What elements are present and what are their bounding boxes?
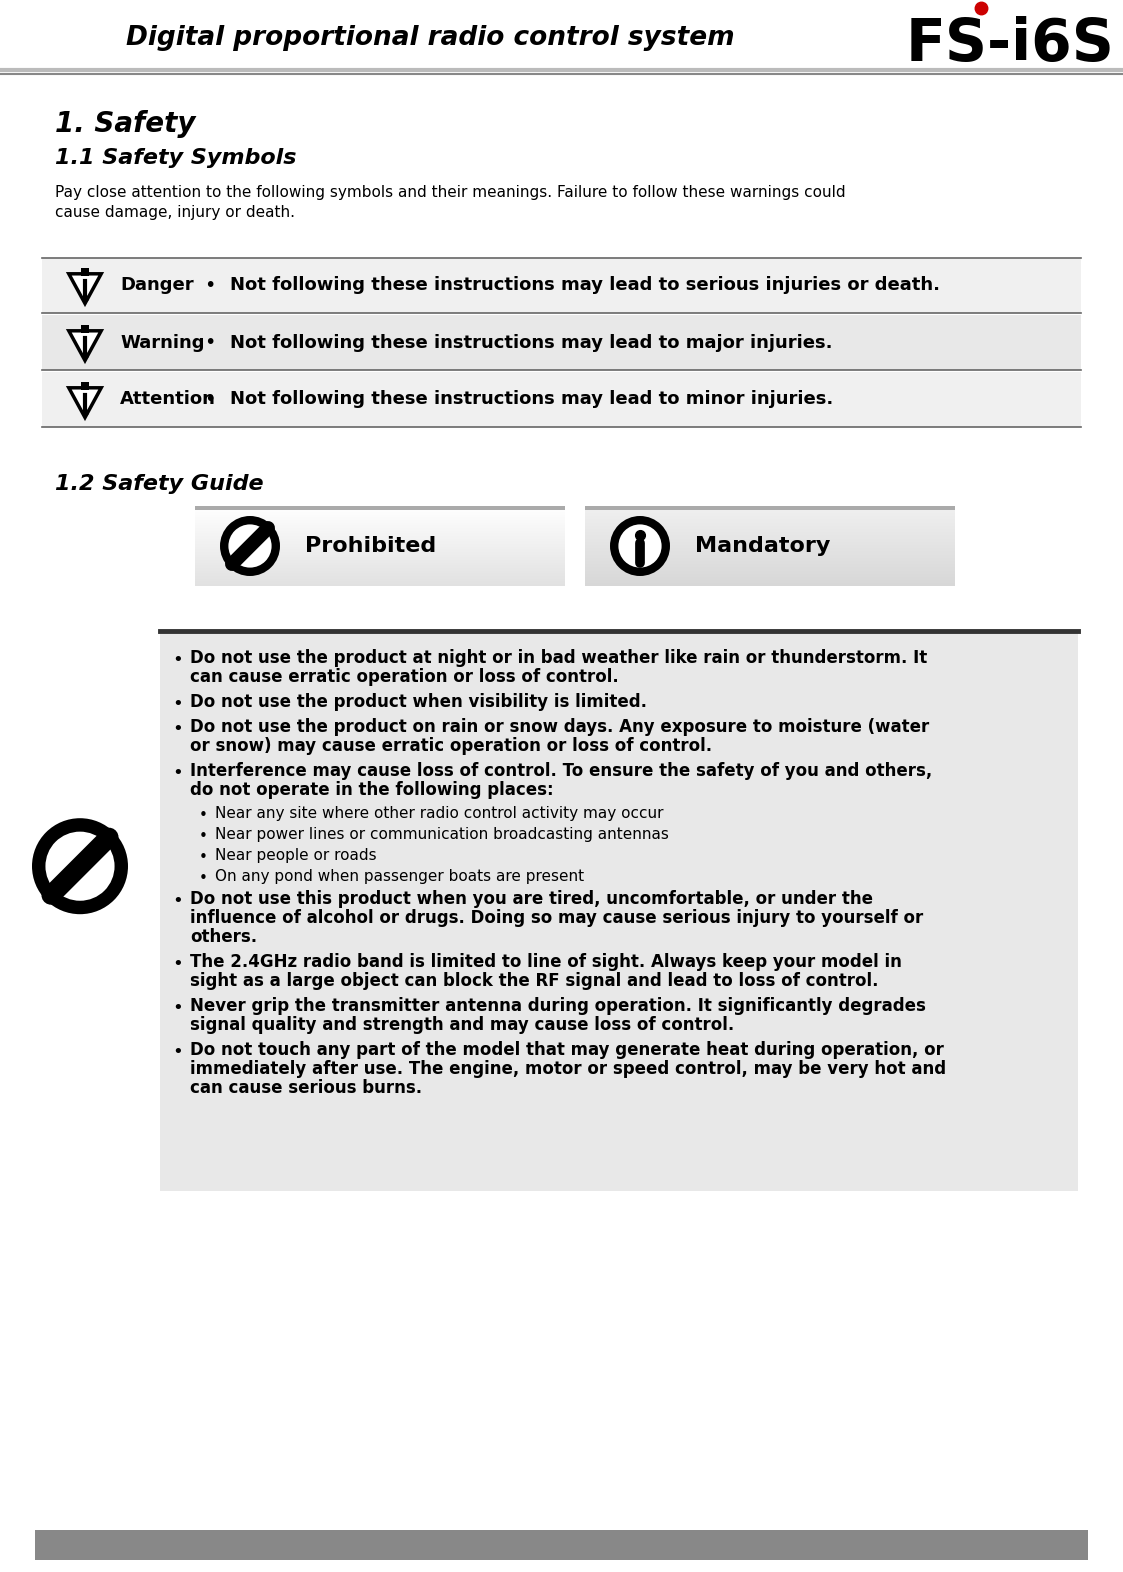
- FancyBboxPatch shape: [42, 373, 1081, 428]
- Text: 4: 4: [555, 1566, 568, 1572]
- Text: Near any site where other radio control activity may occur: Near any site where other radio control …: [214, 806, 664, 821]
- Text: Mandatory: Mandatory: [695, 536, 830, 556]
- Text: •: •: [199, 871, 208, 887]
- Text: •: •: [204, 277, 216, 296]
- FancyBboxPatch shape: [81, 324, 89, 333]
- Circle shape: [619, 525, 661, 567]
- Text: •: •: [173, 891, 183, 910]
- Text: •: •: [173, 720, 183, 737]
- Text: can cause serious burns.: can cause serious burns.: [190, 1078, 422, 1097]
- Text: •: •: [173, 651, 183, 670]
- Text: On any pond when passenger boats are present: On any pond when passenger boats are pre…: [214, 869, 584, 883]
- FancyBboxPatch shape: [81, 382, 89, 390]
- FancyBboxPatch shape: [0, 0, 1123, 68]
- FancyBboxPatch shape: [159, 630, 1078, 1192]
- Text: Do not use this product when you are tired, uncomfortable, or under the: Do not use this product when you are tir…: [190, 890, 873, 909]
- Circle shape: [45, 832, 115, 901]
- FancyBboxPatch shape: [35, 1530, 1088, 1559]
- Text: •: •: [173, 998, 183, 1017]
- Text: •: •: [204, 333, 216, 352]
- Text: Not following these instructions may lead to serious injuries or death.: Not following these instructions may lea…: [230, 277, 940, 294]
- Text: Not following these instructions may lead to major injuries.: Not following these instructions may lea…: [230, 333, 832, 352]
- Text: Do not use the product at night or in bad weather like rain or thunderstorm. It: Do not use the product at night or in ba…: [190, 649, 928, 667]
- Circle shape: [610, 516, 670, 575]
- Text: influence of alcohol or drugs. Doing so may cause serious injury to yourself or: influence of alcohol or drugs. Doing so …: [190, 909, 923, 927]
- Text: Danger: Danger: [120, 277, 193, 294]
- Text: Interference may cause loss of control. To ensure the safety of you and others,: Interference may cause loss of control. …: [190, 762, 932, 780]
- Text: •: •: [199, 808, 208, 824]
- Text: signal quality and strength and may cause loss of control.: signal quality and strength and may caus…: [190, 1016, 734, 1034]
- FancyBboxPatch shape: [585, 506, 955, 509]
- Text: •: •: [199, 850, 208, 865]
- Text: The 2.4GHz radio band is limited to line of sight. Always keep your model in: The 2.4GHz radio band is limited to line…: [190, 953, 902, 971]
- Circle shape: [220, 516, 280, 575]
- Text: Prohibited: Prohibited: [305, 536, 436, 556]
- Text: Pay close attention to the following symbols and their meanings. Failure to foll: Pay close attention to the following sym…: [55, 185, 846, 200]
- Text: sight as a large object can block the RF signal and lead to loss of control.: sight as a large object can block the RF…: [190, 971, 878, 990]
- Text: •: •: [199, 828, 208, 844]
- Text: immediately after use. The engine, motor or speed control, may be very hot and: immediately after use. The engine, motor…: [190, 1060, 946, 1078]
- Text: •: •: [173, 764, 183, 781]
- Text: •: •: [204, 390, 216, 409]
- Text: can cause erratic operation or loss of control.: can cause erratic operation or loss of c…: [190, 668, 619, 685]
- Text: Digital proportional radio control system: Digital proportional radio control syste…: [126, 25, 734, 50]
- Text: 1. Safety: 1. Safety: [55, 110, 195, 138]
- Circle shape: [31, 817, 128, 915]
- Text: do not operate in the following places:: do not operate in the following places:: [190, 781, 554, 799]
- Text: Warning: Warning: [120, 333, 204, 352]
- Text: Not following these instructions may lead to minor injuries.: Not following these instructions may lea…: [230, 390, 833, 409]
- Text: cause damage, injury or death.: cause damage, injury or death.: [55, 204, 295, 220]
- Text: Do not use the product on rain or snow days. Any exposure to moisture (water: Do not use the product on rain or snow d…: [190, 718, 929, 736]
- Text: 1.2 Safety Guide: 1.2 Safety Guide: [55, 475, 264, 494]
- Text: •: •: [173, 1042, 183, 1061]
- FancyBboxPatch shape: [42, 314, 1081, 369]
- Text: Attention: Attention: [120, 390, 216, 409]
- Text: others.: others.: [190, 927, 257, 946]
- FancyBboxPatch shape: [42, 258, 1081, 313]
- Circle shape: [228, 525, 272, 567]
- Text: 1.1 Safety Symbols: 1.1 Safety Symbols: [55, 148, 296, 168]
- FancyBboxPatch shape: [195, 506, 565, 509]
- Text: Near people or roads: Near people or roads: [214, 847, 376, 863]
- Text: Do not use the product when visibility is limited.: Do not use the product when visibility i…: [190, 693, 647, 711]
- Text: •: •: [173, 695, 183, 714]
- Text: FS-i6S: FS-i6S: [905, 16, 1114, 72]
- FancyBboxPatch shape: [81, 267, 89, 275]
- Text: or snow) may cause erratic operation or loss of control.: or snow) may cause erratic operation or …: [190, 737, 712, 755]
- Text: Never grip the transmitter antenna during operation. It significantly degrades: Never grip the transmitter antenna durin…: [190, 997, 925, 1016]
- Text: •: •: [173, 956, 183, 973]
- Polygon shape: [69, 274, 101, 303]
- Polygon shape: [69, 388, 101, 418]
- Text: Do not touch any part of the model that may generate heat during operation, or: Do not touch any part of the model that …: [190, 1041, 943, 1060]
- Text: Near power lines or communication broadcasting antennas: Near power lines or communication broadc…: [214, 827, 669, 843]
- Polygon shape: [69, 330, 101, 360]
